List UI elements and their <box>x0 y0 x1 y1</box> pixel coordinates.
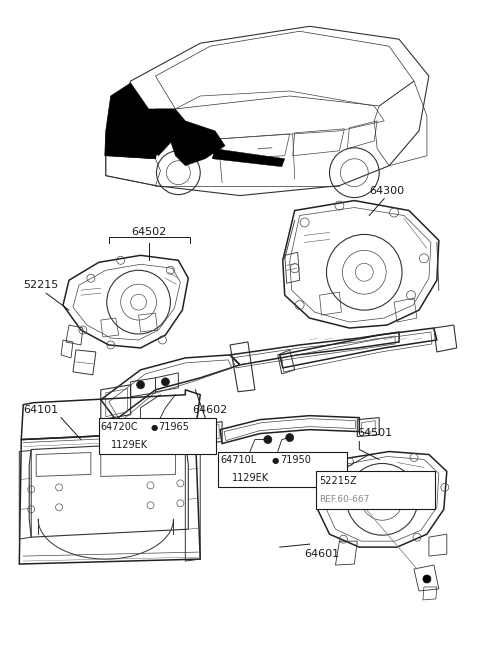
Circle shape <box>137 381 144 389</box>
Text: 71965: 71965 <box>158 421 189 431</box>
Text: 64710L: 64710L <box>220 456 256 466</box>
Text: 64101: 64101 <box>23 405 59 415</box>
Polygon shape <box>105 83 160 159</box>
Text: 52215: 52215 <box>23 280 59 290</box>
FancyBboxPatch shape <box>99 417 216 454</box>
Text: 64602: 64602 <box>192 405 228 415</box>
Text: 52215Z: 52215Z <box>320 476 357 486</box>
Text: 64300: 64300 <box>369 186 404 195</box>
Text: 64501: 64501 <box>357 427 393 437</box>
Text: 1129EK: 1129EK <box>232 474 269 483</box>
FancyBboxPatch shape <box>315 472 435 509</box>
Text: ●: ● <box>151 423 158 431</box>
FancyBboxPatch shape <box>218 452 348 487</box>
Circle shape <box>286 433 294 442</box>
Text: 64601: 64601 <box>304 549 339 559</box>
Text: ●: ● <box>272 456 279 466</box>
Circle shape <box>161 378 169 386</box>
Polygon shape <box>212 149 285 166</box>
Circle shape <box>264 435 272 444</box>
Text: 64502: 64502 <box>131 227 166 238</box>
Text: 71950: 71950 <box>280 456 311 466</box>
Circle shape <box>423 575 431 583</box>
Text: 64720C: 64720C <box>101 421 138 431</box>
Text: REF.60-667: REF.60-667 <box>320 495 370 505</box>
Polygon shape <box>170 121 225 166</box>
Text: 1129EK: 1129EK <box>111 440 148 450</box>
Polygon shape <box>144 109 185 156</box>
